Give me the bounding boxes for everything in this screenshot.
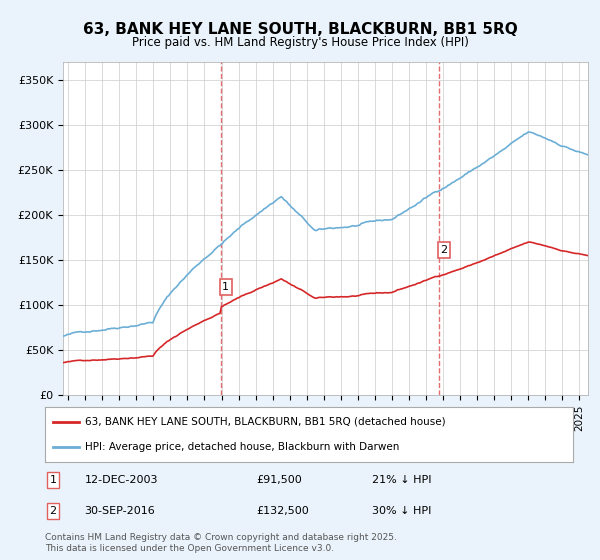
Text: 1: 1 bbox=[222, 282, 229, 292]
Text: 1: 1 bbox=[49, 475, 56, 485]
Text: 63, BANK HEY LANE SOUTH, BLACKBURN, BB1 5RQ (detached house): 63, BANK HEY LANE SOUTH, BLACKBURN, BB1 … bbox=[85, 417, 445, 427]
Text: 12-DEC-2003: 12-DEC-2003 bbox=[85, 475, 158, 485]
Text: 21% ↓ HPI: 21% ↓ HPI bbox=[373, 475, 432, 485]
Text: £91,500: £91,500 bbox=[256, 475, 302, 485]
Text: HPI: Average price, detached house, Blackburn with Darwen: HPI: Average price, detached house, Blac… bbox=[85, 442, 399, 452]
Text: Contains HM Land Registry data © Crown copyright and database right 2025.
This d: Contains HM Land Registry data © Crown c… bbox=[45, 533, 397, 553]
Text: £132,500: £132,500 bbox=[256, 506, 309, 516]
Text: Price paid vs. HM Land Registry's House Price Index (HPI): Price paid vs. HM Land Registry's House … bbox=[131, 36, 469, 49]
Text: 30-SEP-2016: 30-SEP-2016 bbox=[85, 506, 155, 516]
Text: 2: 2 bbox=[440, 245, 448, 255]
Text: 30% ↓ HPI: 30% ↓ HPI bbox=[373, 506, 432, 516]
Text: 63, BANK HEY LANE SOUTH, BLACKBURN, BB1 5RQ: 63, BANK HEY LANE SOUTH, BLACKBURN, BB1 … bbox=[83, 22, 517, 38]
Text: 2: 2 bbox=[49, 506, 56, 516]
